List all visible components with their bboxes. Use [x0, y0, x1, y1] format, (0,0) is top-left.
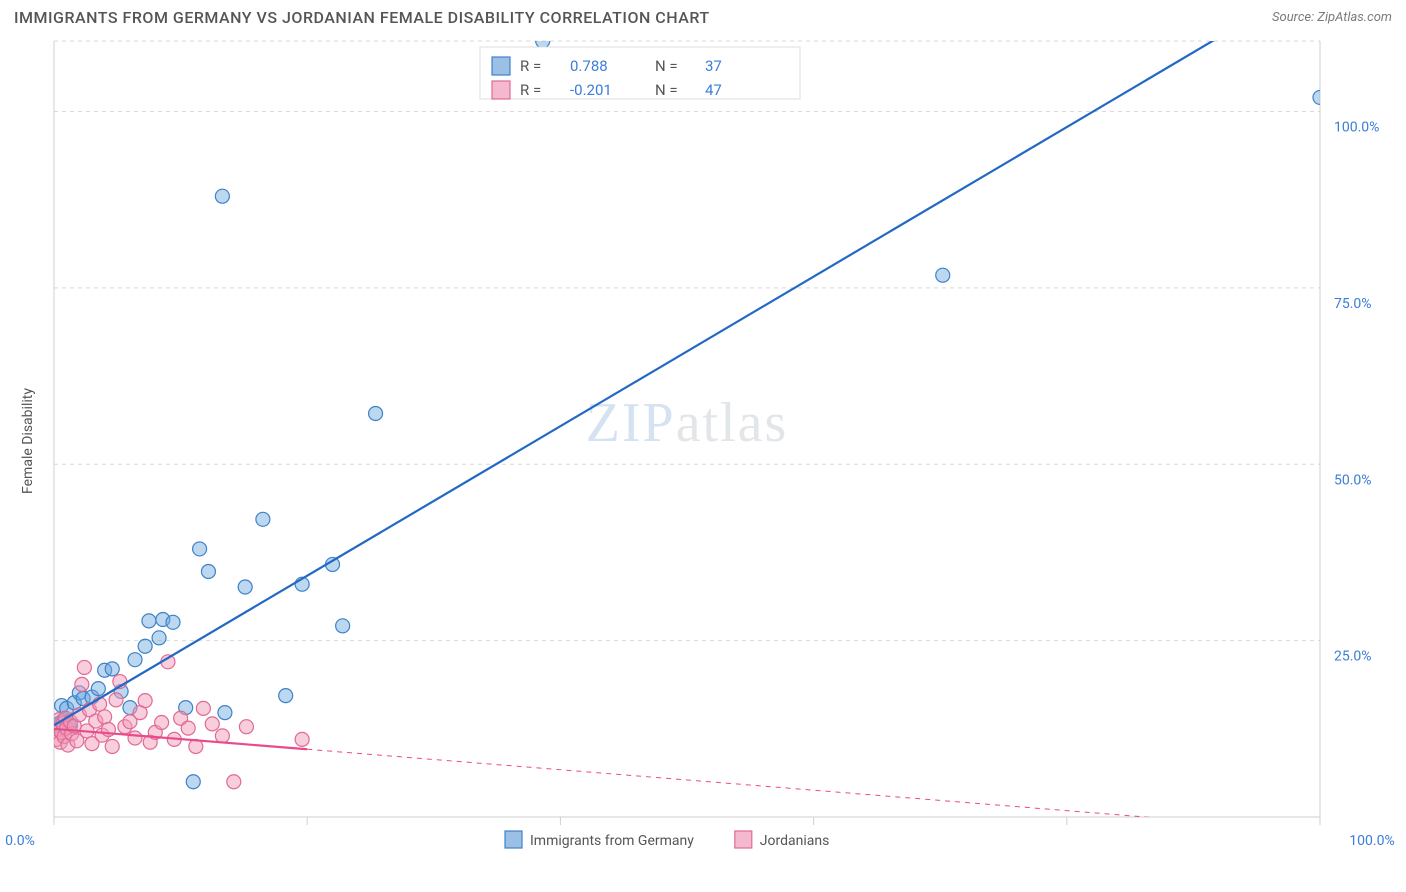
data-point [369, 406, 383, 420]
legend-swatch [492, 57, 510, 75]
source-attribution: Source: ZipAtlas.com [1272, 10, 1392, 25]
data-point [155, 715, 169, 729]
legend-n-value: 47 [705, 81, 722, 99]
data-point [536, 34, 550, 48]
data-point [128, 653, 142, 667]
data-point [186, 775, 200, 789]
legend-swatch [492, 81, 510, 99]
legend-n-value: 37 [705, 57, 722, 75]
data-point [196, 701, 210, 715]
data-point [1313, 90, 1327, 104]
y-axis-label: Female Disability [20, 388, 36, 494]
watermark: ZIPatlas [586, 392, 789, 454]
data-point [936, 268, 950, 282]
data-point [91, 682, 105, 696]
legend-r-label: R = [520, 57, 541, 75]
data-point [166, 615, 180, 629]
data-point [109, 693, 123, 707]
y-tick-label: 75.0% [1334, 296, 1372, 312]
data-point [193, 542, 207, 556]
data-point [181, 721, 195, 735]
scatter-chart-svg: 25.0% 50.0% 75.0% 100.0% 0.0% 100.0% ZIPatlas R… [0, 31, 1406, 851]
legend-r-value: 0.788 [570, 57, 608, 75]
legend-n-label: N = [655, 81, 678, 99]
header-bar: IMMIGRANTS FROM GERMANY VS JORDANIAN FEM… [0, 0, 1406, 31]
regression-line-blue [54, 31, 1320, 725]
data-point [215, 729, 229, 743]
data-point [201, 565, 215, 579]
data-point [138, 694, 152, 708]
data-point [227, 775, 241, 789]
y-tick-label: 100.0% [1334, 120, 1379, 136]
legend-series-label: Jordanians [760, 833, 830, 849]
data-point [218, 706, 232, 720]
data-point [238, 580, 252, 594]
data-point [75, 677, 89, 691]
data-point [105, 739, 119, 753]
data-point [336, 619, 350, 633]
data-point [205, 717, 219, 731]
data-point [279, 689, 293, 703]
data-point [77, 660, 91, 674]
y-tick-label: 50.0% [1334, 472, 1372, 488]
x-tick-label: 100.0% [1349, 833, 1394, 849]
data-point [142, 614, 156, 628]
x-tick-label: 0.0% [5, 833, 35, 849]
data-point [128, 731, 142, 745]
legend-r-label: R = [520, 81, 541, 99]
data-point [215, 189, 229, 203]
data-point [295, 732, 309, 746]
data-point [152, 631, 166, 645]
data-point [138, 639, 152, 653]
data-point [105, 662, 119, 676]
data-point [256, 512, 270, 526]
chart-container: Female Disability 25.0% 50.0% 75.0% 100.0% 0… [0, 31, 1406, 851]
chart-title: IMMIGRANTS FROM GERMANY VS JORDANIAN FEM… [14, 8, 710, 27]
data-point [98, 710, 112, 724]
legend-swatch [505, 831, 522, 848]
data-point [239, 720, 253, 734]
legend-n-label: N = [655, 57, 678, 75]
legend-series-label: Immigrants from Germany [530, 833, 694, 849]
legend-swatch [735, 831, 752, 848]
y-tick-label: 25.0% [1334, 649, 1372, 665]
legend-r-value: -0.201 [570, 81, 612, 99]
